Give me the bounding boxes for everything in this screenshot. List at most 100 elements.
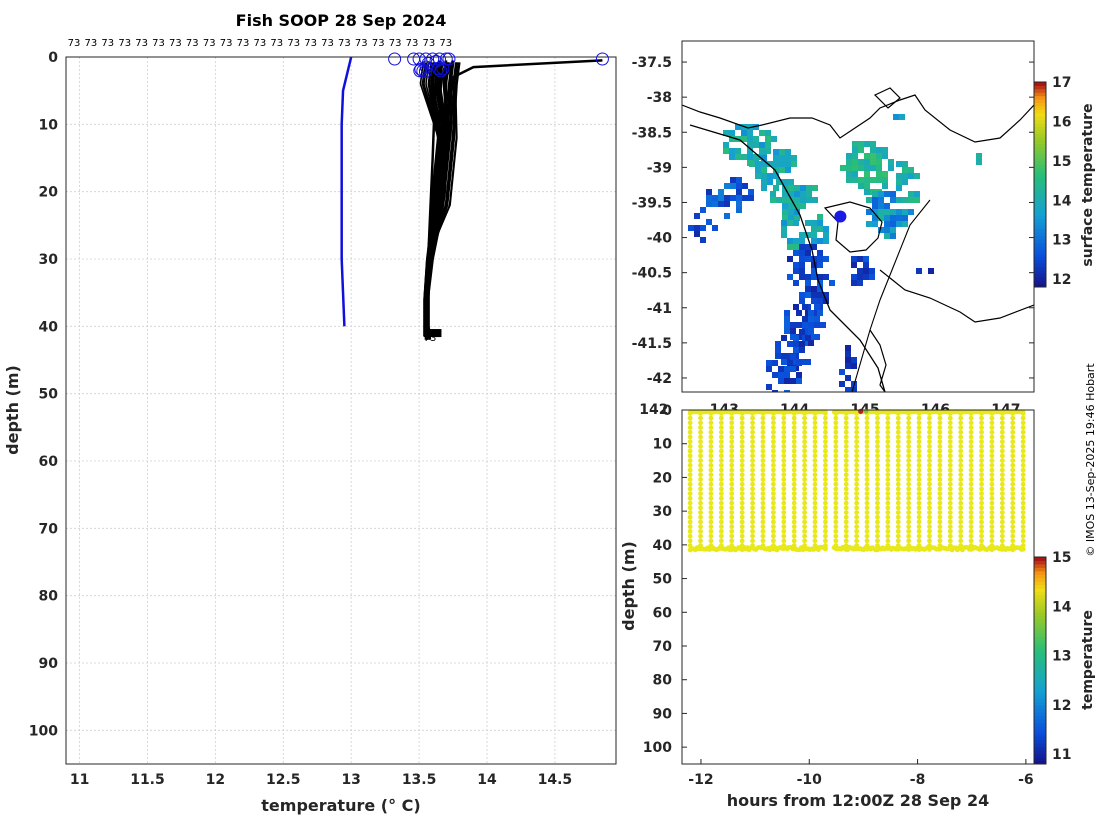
cast-point [885, 448, 891, 454]
cast-point [760, 528, 766, 534]
cast-point [708, 425, 714, 430]
cast-point [989, 467, 995, 473]
sst-pixel [793, 244, 799, 250]
profile-label: 73 [203, 38, 216, 49]
cast-point [999, 514, 1005, 520]
cast-point [1020, 448, 1026, 454]
cast-point [875, 538, 880, 544]
cast-point [843, 444, 849, 449]
cast-point [802, 519, 808, 525]
sst-pixel [761, 155, 767, 161]
cast-point [708, 524, 714, 530]
sst-pixel [851, 280, 857, 286]
cast-point [927, 448, 932, 454]
cast-point [854, 533, 860, 539]
cast-point [698, 448, 703, 454]
cast-point [791, 510, 797, 515]
cast-point [916, 425, 922, 430]
sst-pixel [794, 185, 800, 191]
sst-colorbar-cell [1034, 191, 1046, 196]
cast-point [781, 510, 787, 515]
sst-pixel [858, 141, 864, 147]
cast-point [698, 514, 703, 520]
sst-pixel [736, 207, 742, 213]
map-lat-label: -41.5 [632, 336, 672, 352]
cast-point [854, 519, 860, 525]
temp-colorbar-cell [1034, 594, 1046, 599]
cast-point [999, 524, 1005, 530]
cast-point [968, 458, 974, 463]
cast-point [895, 524, 901, 530]
cast-point [947, 528, 953, 534]
cast-point [999, 481, 1005, 487]
cast-point [770, 495, 776, 501]
cast-point [718, 444, 724, 449]
cast-point [708, 444, 714, 449]
sst-pixel [851, 357, 857, 363]
cast-point [854, 467, 860, 473]
cast-point [895, 481, 901, 487]
cast-point [864, 429, 870, 435]
cast-point [698, 439, 703, 445]
cast-point [729, 481, 735, 487]
sst-pixel [805, 280, 811, 286]
sst-pixel [890, 197, 896, 203]
cast-point [895, 453, 901, 459]
cast-point [937, 514, 943, 520]
cast-point [906, 415, 912, 421]
cast-point [1010, 472, 1016, 478]
sst-colorbar-cell [1034, 167, 1046, 172]
cast-point [1020, 429, 1026, 435]
temp-colorbar-cell [1034, 660, 1046, 665]
cast-point [968, 495, 974, 501]
cast-point [760, 415, 766, 421]
cast-point [927, 458, 932, 463]
cast-point [916, 495, 922, 501]
cast-point [687, 462, 693, 468]
sst-pixel [817, 298, 823, 304]
cast-point [760, 500, 766, 506]
cast-point [927, 510, 932, 515]
cast-point [1020, 514, 1026, 520]
cast-point [708, 458, 714, 463]
cast-point [854, 505, 860, 511]
sst-pixel [791, 161, 797, 167]
cast-point [781, 444, 787, 449]
temp-colorbar-cell [1034, 577, 1046, 582]
cast-point [937, 439, 943, 445]
sst-pixel [806, 197, 812, 203]
sst-pixel [802, 316, 808, 322]
sst-pixel [864, 159, 870, 165]
coastline [869, 329, 887, 392]
cast-point [833, 505, 839, 511]
sst-pixel [878, 215, 884, 221]
cast-point [812, 434, 818, 440]
temp-colorbar-cell [1034, 581, 1046, 586]
sst-colorbar-tick: 17 [1052, 75, 1071, 91]
cast-point [854, 528, 860, 534]
sst-pixel [811, 262, 817, 268]
sst-pixel [902, 173, 908, 179]
cast-point [1010, 514, 1016, 520]
cast-point [708, 420, 714, 426]
sst-pixel [814, 316, 820, 322]
cast-point [906, 472, 912, 478]
sst-pixel [747, 148, 753, 154]
sst-pixel [724, 201, 730, 207]
surface-marker [413, 64, 427, 78]
sst-colorbar-cell [1034, 228, 1046, 233]
sst-pixel [793, 304, 799, 310]
cast-point [999, 477, 1005, 482]
cast-point [802, 514, 808, 520]
cast-point [718, 429, 724, 435]
cast-point [947, 439, 953, 445]
cast-point [968, 444, 974, 449]
sst-pixel [811, 220, 817, 226]
cast-point [916, 505, 922, 511]
sst-pixel [823, 232, 829, 238]
cast-point [1020, 420, 1026, 426]
cast-point [698, 519, 703, 525]
cast-point [1020, 425, 1026, 430]
cast-point [750, 420, 755, 426]
cast-point [854, 420, 860, 426]
